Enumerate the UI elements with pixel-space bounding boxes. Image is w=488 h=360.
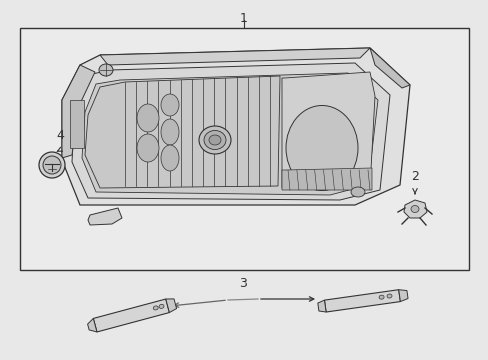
Ellipse shape: [410, 206, 418, 212]
Ellipse shape: [161, 145, 179, 171]
Ellipse shape: [285, 105, 357, 190]
Polygon shape: [317, 300, 325, 312]
Ellipse shape: [43, 156, 61, 174]
Ellipse shape: [203, 130, 225, 149]
Bar: [20, 28, 468, 270]
Ellipse shape: [39, 152, 65, 178]
Polygon shape: [87, 319, 97, 332]
Polygon shape: [72, 63, 389, 200]
Ellipse shape: [378, 295, 383, 299]
Ellipse shape: [161, 94, 179, 116]
Polygon shape: [62, 48, 409, 205]
Ellipse shape: [137, 104, 159, 132]
Text: 2: 2: [410, 170, 418, 183]
Polygon shape: [398, 290, 407, 302]
Text: 1: 1: [240, 12, 247, 25]
Ellipse shape: [137, 134, 159, 162]
Polygon shape: [88, 208, 122, 225]
Polygon shape: [93, 299, 169, 332]
Polygon shape: [165, 299, 176, 312]
Ellipse shape: [199, 126, 230, 154]
Ellipse shape: [350, 187, 364, 197]
Polygon shape: [282, 72, 374, 188]
Ellipse shape: [159, 304, 163, 309]
Polygon shape: [100, 48, 369, 65]
Polygon shape: [62, 65, 95, 158]
Polygon shape: [82, 73, 377, 195]
Ellipse shape: [208, 135, 221, 145]
Polygon shape: [403, 200, 426, 218]
Polygon shape: [324, 290, 400, 312]
Polygon shape: [282, 168, 371, 190]
Bar: [70, 100, 84, 148]
Polygon shape: [369, 48, 409, 88]
Polygon shape: [85, 76, 280, 188]
Ellipse shape: [386, 294, 391, 298]
Text: 4: 4: [56, 129, 64, 142]
Ellipse shape: [153, 306, 158, 310]
Text: 3: 3: [239, 277, 246, 290]
Ellipse shape: [99, 64, 113, 76]
Ellipse shape: [161, 119, 179, 145]
